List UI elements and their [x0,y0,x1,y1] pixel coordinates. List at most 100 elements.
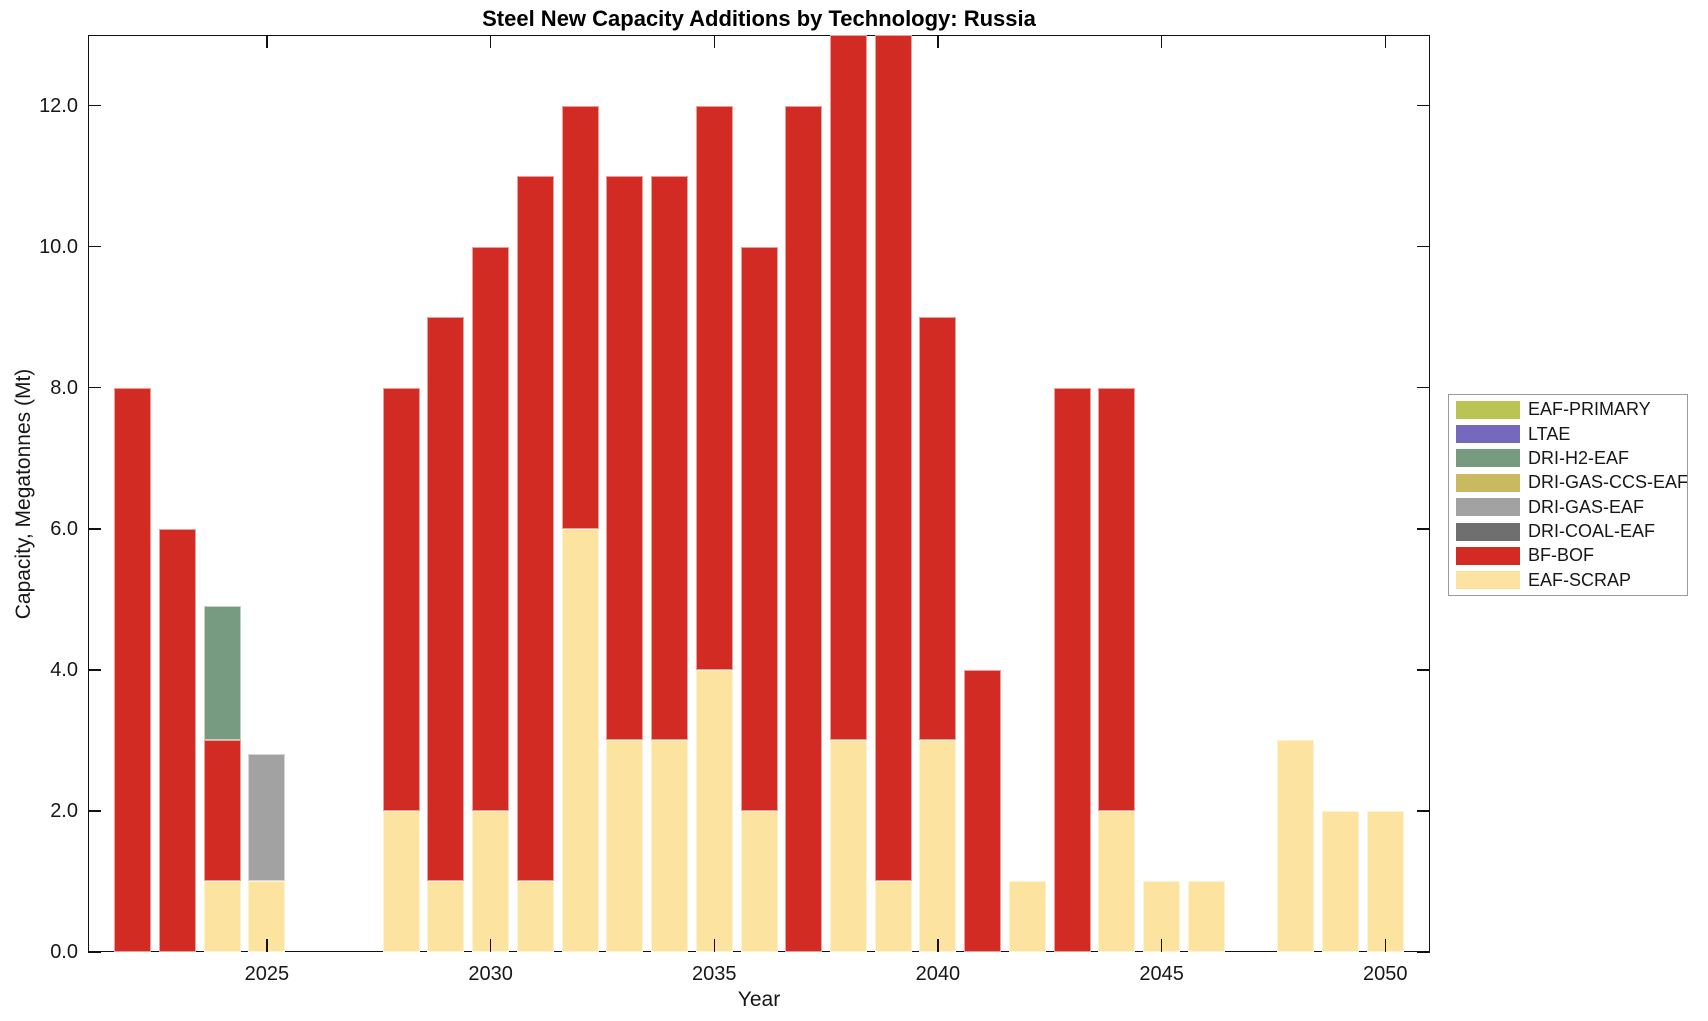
x-tick-bottom [266,939,268,952]
bar-segment-bf-bof-2044 [1098,387,1136,811]
legend-item-eaf-primary: EAF-PRIMARY [1449,397,1687,421]
y-tick-left [88,951,101,953]
bar-segment-eaf-scrap-2040 [919,740,957,952]
y-tick-left [88,528,101,530]
x-axis-label: Year [737,988,781,1011]
y-tick-right [1417,104,1430,107]
legend-item-eaf-scrap: EAF-SCRAP [1449,568,1687,592]
legend-item-bf-bof: BF-BOF [1449,544,1687,568]
y-tick-left [88,104,101,107]
legend-label: DRI-H2-EAF [1528,447,1630,468]
x-tick-label: 2050 [1363,963,1408,985]
bar-segment-eaf-scrap-2024 [203,881,241,952]
bar-segment-bf-bof-2040 [919,317,957,741]
bar-segment-bf-bof-2024 [203,740,241,882]
x-tick-bottom [937,939,939,952]
y-tick-right [1417,386,1430,389]
legend-item-dri-h2-eaf: DRI-H2-EAF [1449,446,1687,470]
x-tick-top [1384,35,1387,48]
x-tick-top [713,35,716,48]
legend-swatch-icon [1456,449,1520,468]
x-tick-label: 2025 [244,963,290,985]
x-tick-bottom [1160,939,1163,952]
legend-label: BF-BOF [1528,545,1594,566]
legend-item-dri-gas-eaf: DRI-GAS-EAF [1449,495,1687,519]
legend-label: DRI-GAS-CCS-EAF [1528,472,1689,493]
bar-segment-eaf-scrap-2033 [606,740,644,952]
x-tick-top [937,35,939,48]
x-tick-bottom [713,939,716,952]
y-tick-label: 2.0 [50,799,78,822]
y-tick-left [88,810,101,812]
legend-item-dri-coal-eaf: DRI-COAL-EAF [1449,519,1687,543]
bar-segment-bf-bof-2031 [516,176,554,882]
legend-swatch-icon [1456,498,1520,517]
legend-item-dri-gas-ccs-eaf: DRI-GAS-CCS-EAF [1449,471,1689,495]
y-tick-right [1417,951,1430,953]
bar-segment-bf-bof-2028 [382,387,420,811]
x-tick-top [266,35,268,48]
bar-segment-bf-bof-2035 [695,105,733,670]
bar-segment-eaf-scrap-2048 [1277,740,1315,952]
bar-segment-bf-bof-2030 [472,246,510,811]
bar-segment-eaf-scrap-2035 [695,669,733,952]
bar-segment-eaf-scrap-2039 [874,881,912,952]
bar-segment-eaf-scrap-2029 [427,881,465,952]
bar-segment-eaf-scrap-2038 [829,740,867,952]
bar-segment-eaf-scrap-2042 [1008,881,1046,952]
legend-label: LTAE [1528,423,1571,444]
bar-segment-eaf-scrap-2028 [382,810,420,952]
y-tick-left [88,669,101,671]
x-tick-label: 2030 [468,963,513,985]
y-tick-label: 12.0 [39,94,78,117]
y-tick-label: 4.0 [50,658,78,681]
legend-swatch-icon [1456,571,1520,590]
bar-segment-bf-bof-2043 [1053,387,1091,952]
bar-segment-eaf-scrap-2036 [740,810,778,952]
bar-segment-bf-bof-2034 [651,176,689,741]
y-tick-label: 6.0 [50,517,78,540]
y-tick-right [1417,810,1430,812]
legend-label: EAF-PRIMARY [1528,399,1651,420]
legend-swatch-icon [1456,400,1520,419]
y-tick-left [88,245,101,248]
x-tick-top [489,35,492,48]
bar-segment-eaf-scrap-2046 [1187,881,1225,952]
legend-label: EAF-SCRAP [1528,569,1632,590]
legend: EAF-PRIMARY LTAE DRI-H2-EAF DRI-GAS-CCS-EAF… [1448,394,1688,596]
x-tick-top [1160,35,1163,48]
bar-segment-bf-bof-2037 [785,105,823,952]
x-tick-bottom [489,939,492,952]
legend-swatch-icon [1456,546,1520,565]
y-tick-left [88,386,101,389]
y-tick-right [1417,669,1430,671]
y-tick-label: 0.0 [50,941,78,963]
legend-label: DRI-GAS-EAF [1528,496,1645,517]
bar-segment-eaf-scrap-2032 [561,528,599,952]
y-tick-label: 10.0 [39,235,78,258]
y-tick-label: 8.0 [50,376,78,399]
bar-segment-dri-gas-eaf-2025 [248,754,286,882]
legend-item-ltae: LTAE [1449,422,1687,446]
x-tick-label: 2040 [915,963,961,985]
bar-segment-bf-bof-2036 [740,246,778,811]
bar-segment-eaf-scrap-2034 [651,740,689,952]
bar-segment-bf-bof-2023 [158,528,196,952]
bar-segment-bf-bof-2032 [561,105,599,529]
bar-segment-bf-bof-2038 [829,35,867,741]
bar-segment-eaf-scrap-2050 [1366,810,1404,952]
bar-segment-bf-bof-2033 [606,176,644,741]
bar-segment-bf-bof-2029 [427,317,465,882]
bar-segment-eaf-scrap-2031 [516,881,554,952]
bar-segment-eaf-scrap-2044 [1098,810,1136,952]
x-tick-bottom [1384,939,1387,952]
y-axis-label: Capacity, Megatonnes (Mt) [12,368,35,619]
bar-segment-bf-bof-2041 [964,669,1002,952]
legend-swatch-icon [1456,425,1520,444]
bar-segment-eaf-scrap-2030 [472,810,510,952]
bar-segment-dri-h2-eaf-2024 [203,606,241,741]
bar-segment-eaf-scrap-2049 [1322,810,1360,952]
x-tick-label: 2045 [1139,963,1184,985]
bar-segment-bf-bof-2039 [874,35,912,882]
